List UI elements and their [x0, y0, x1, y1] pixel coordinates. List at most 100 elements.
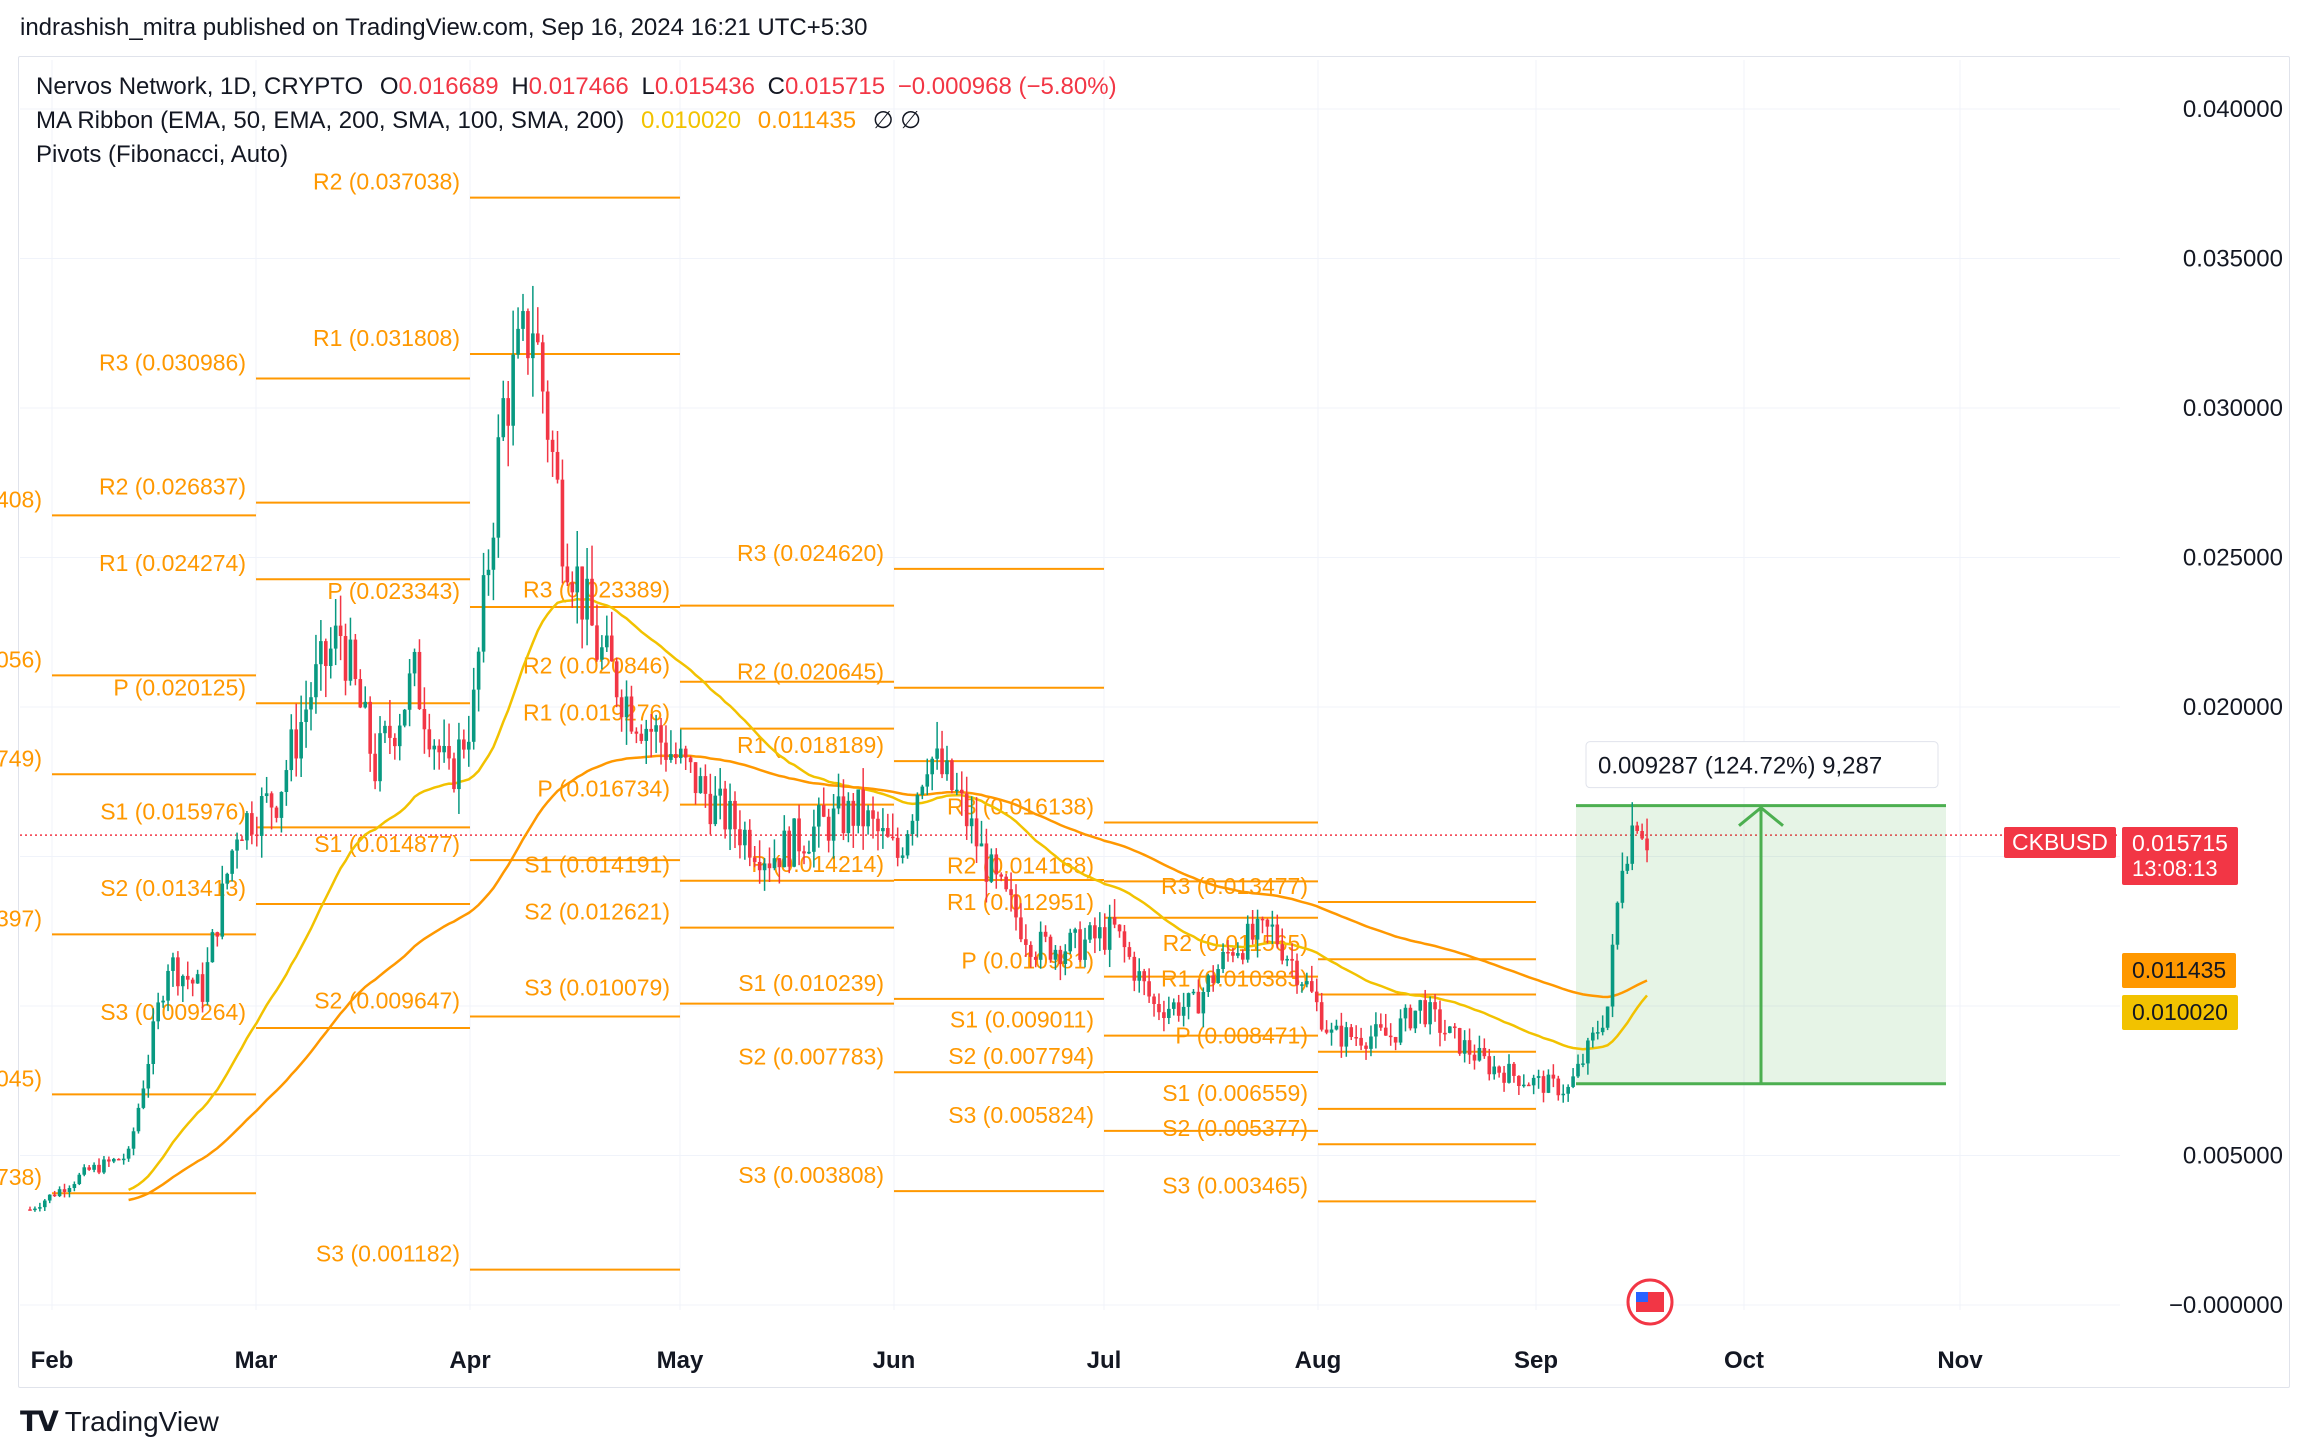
- x-tick-label: Nov: [1937, 1347, 1983, 1374]
- candle-down: [871, 810, 875, 819]
- moving-averages: [128, 597, 1648, 1202]
- x-tick-label: Mar: [235, 1347, 278, 1374]
- candle-up: [1236, 953, 1240, 956]
- candle-down: [950, 760, 954, 791]
- candle-up: [121, 1158, 126, 1161]
- legend-ma-val2: 0.011435: [757, 107, 857, 134]
- candle-up: [1206, 975, 1211, 992]
- candle-down: [1240, 953, 1245, 960]
- publisher-line: indrashish_mitra published on TradingVie…: [20, 14, 868, 41]
- candle-up: [1428, 1002, 1432, 1025]
- candle-up: [378, 733, 382, 782]
- pivot-label-r2: R2 (0.014168): [947, 852, 1094, 878]
- candle-down: [733, 800, 737, 830]
- legend-open: 0.016689: [398, 73, 499, 100]
- y-tick-label: 0.025000: [2183, 545, 2283, 572]
- pivot-label-s2: S2 (0.003738): [0, 1164, 42, 1190]
- candle-up: [279, 792, 284, 818]
- candle-up: [304, 709, 308, 723]
- candle-up: [486, 569, 491, 576]
- candle-down: [984, 843, 989, 882]
- candle-down: [1157, 1004, 1161, 1013]
- candle-up: [402, 709, 407, 726]
- candle-up: [713, 795, 718, 825]
- candle-up: [605, 635, 609, 648]
- candle-up: [67, 1188, 72, 1192]
- candle-up: [1216, 969, 1220, 984]
- candle-up: [1068, 932, 1073, 952]
- candle-down: [1438, 1009, 1442, 1033]
- candle-down: [1058, 949, 1063, 965]
- pivot-label-s1: S1 (0.014877): [314, 831, 460, 857]
- candle-down: [437, 745, 441, 753]
- candle-up: [575, 566, 580, 593]
- candle-up: [166, 970, 170, 1001]
- candle-down: [555, 451, 560, 480]
- candle-down: [708, 793, 713, 825]
- candle-up: [743, 829, 747, 846]
- candle-down: [1502, 1072, 1506, 1083]
- chart-frame[interactable]: [18, 56, 2290, 1388]
- legend-ma-row: MA Ribbon (EMA, 50, EMA, 200, SMA, 100, …: [36, 104, 1117, 138]
- candle-down: [1517, 1075, 1521, 1087]
- candle-down: [1472, 1054, 1477, 1061]
- candle-down: [1645, 838, 1649, 851]
- candle-down: [974, 818, 979, 847]
- pivot-label-r3: R3 (0.023389): [523, 577, 670, 603]
- candle-down: [545, 391, 550, 440]
- candle-up: [210, 932, 215, 963]
- candle-up: [881, 828, 885, 832]
- candle-up: [1507, 1063, 1511, 1083]
- candle-down: [1497, 1066, 1501, 1073]
- candle-down: [1152, 996, 1156, 1005]
- pivot-label-p: P (0.008471): [1175, 1023, 1308, 1049]
- ma-yellow-tag: 0.010020: [2122, 995, 2238, 1030]
- pivot-label-r3: R3 (0.024620): [737, 540, 884, 566]
- pivot-label-p: P (0.012397): [0, 905, 42, 931]
- tradingview-brand: TradingView: [64, 1405, 219, 1437]
- candle-up: [836, 796, 841, 809]
- candle-up: [1083, 939, 1087, 960]
- candle-up: [476, 651, 481, 690]
- pivot-label-r3: R3 (0.030986): [99, 350, 246, 376]
- x-tick-label: Sep: [1514, 1347, 1558, 1374]
- candle-up: [363, 701, 368, 708]
- candle-up: [309, 697, 313, 710]
- candle-down: [590, 578, 594, 626]
- candle-up: [1053, 949, 1058, 960]
- candle-up: [812, 826, 816, 852]
- candle-down: [254, 834, 259, 837]
- candle-down: [1482, 1047, 1487, 1057]
- candle-down: [614, 661, 619, 698]
- pivot-label-p: P (0.016734): [537, 776, 670, 802]
- legend-close: 0.015715: [784, 73, 886, 100]
- pivot-label-s2: S2 (0.007783): [738, 1043, 884, 1069]
- pivot-label-r2: R2 (0.021056): [0, 646, 42, 672]
- pivot-label-s2: S2 (0.012621): [524, 899, 670, 925]
- candle-up: [481, 575, 486, 652]
- candle-up: [1181, 1006, 1186, 1016]
- last-price-tag: 0.015715 13:08:13: [2122, 827, 2238, 885]
- pivot-label-s1: S1 (0.014191): [524, 852, 670, 878]
- candle-down: [1364, 1045, 1368, 1049]
- candle-down: [595, 625, 599, 660]
- legend-high: 0.017466: [528, 73, 629, 100]
- candle-up: [1630, 825, 1635, 864]
- candle-down: [1078, 929, 1082, 960]
- tradingview-logo[interactable]: 𝗧𝗩 TradingView: [20, 1405, 219, 1438]
- candle-down: [1265, 919, 1270, 927]
- candle-down: [185, 975, 190, 980]
- candle-down: [1349, 1027, 1354, 1038]
- candle-up: [920, 786, 925, 796]
- legend-l-label: L: [641, 73, 655, 100]
- candle-down: [368, 701, 372, 754]
- x-tick-label: Oct: [1724, 1347, 1764, 1374]
- candle-down: [1043, 931, 1048, 937]
- candle-down: [703, 776, 708, 794]
- candle-up: [698, 776, 703, 794]
- candle-up: [1418, 1000, 1423, 1011]
- candle-up: [1610, 944, 1615, 1007]
- candle-down: [427, 729, 432, 750]
- candle-up: [397, 725, 402, 747]
